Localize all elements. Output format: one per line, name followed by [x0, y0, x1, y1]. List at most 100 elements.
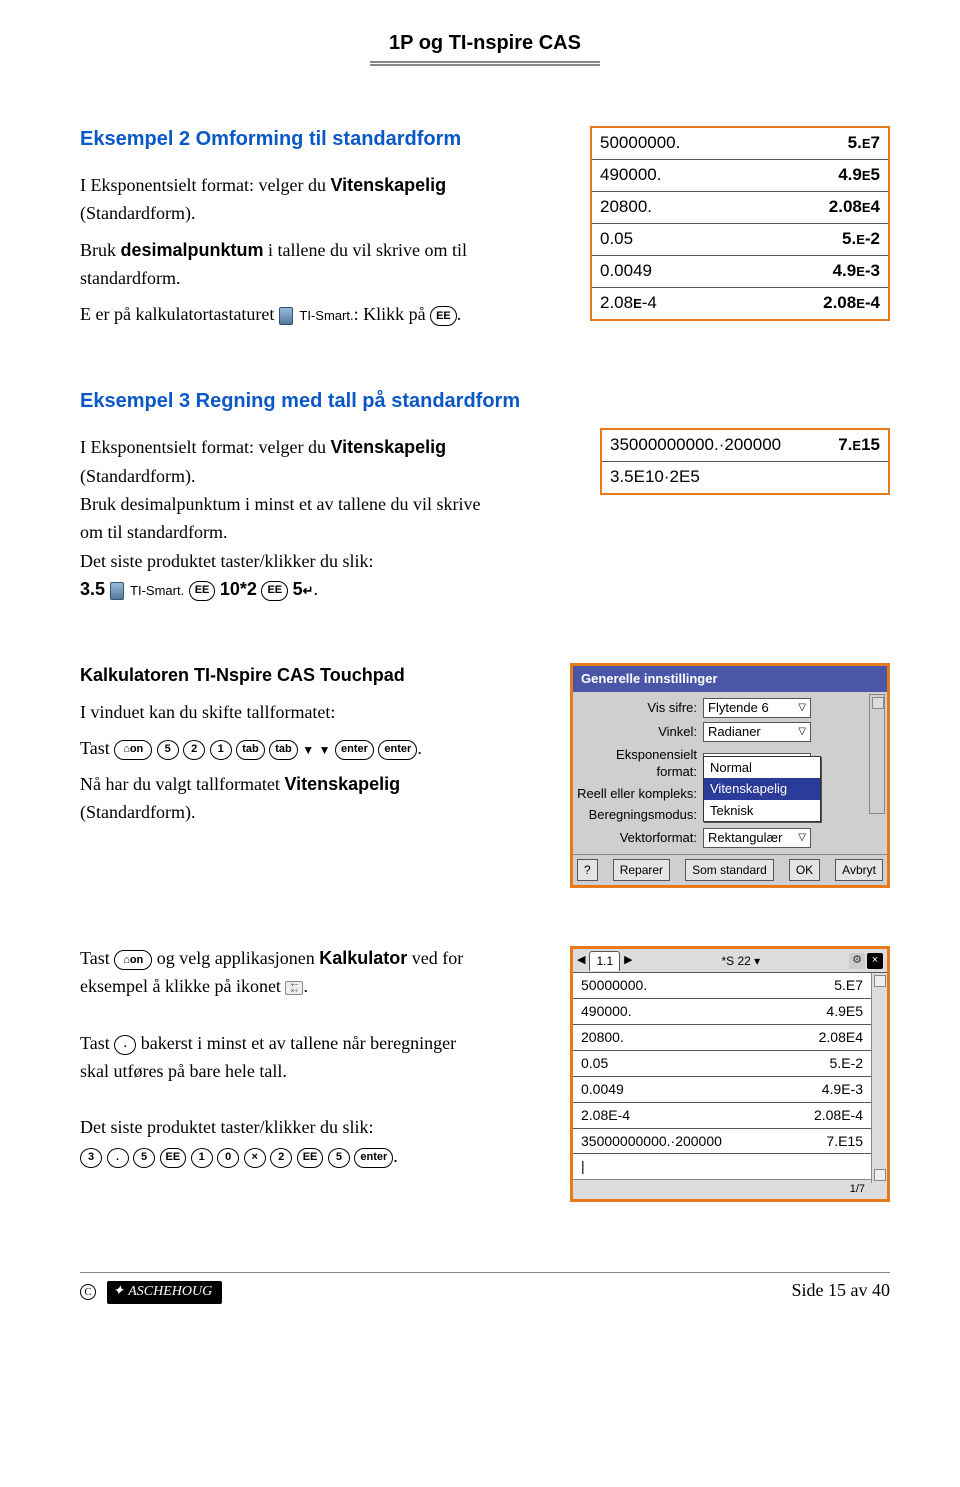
ex3-l4: om til standardform. — [80, 520, 570, 544]
key-1: 1 — [191, 1148, 213, 1168]
enter-key: enter — [335, 740, 374, 760]
page-number: Side 15 av 40 — [792, 1278, 891, 1302]
example-2-title: Eksempel 2 Omforming til standardform — [80, 126, 560, 153]
table-row: 50000000. 5.E7 — [592, 128, 888, 160]
key-mult: × — [244, 1148, 266, 1168]
touchpad-title: Kalkulatoren TI-Nspire CAS Touchpad — [80, 665, 405, 685]
key-0: 0 — [217, 1148, 239, 1168]
ex2-line4: standardform. — [80, 266, 560, 290]
entry-line[interactable]: | — [573, 1154, 871, 1180]
example-3-title: Eksempel 3 Regning med tall på standardf… — [80, 388, 570, 415]
table-row: 0.055.E-2 — [573, 1051, 871, 1077]
ee-key: EE — [297, 1148, 324, 1168]
setting-row-vinkel: Vinkel: Radianer▽ — [577, 722, 883, 742]
key-1: 1 — [210, 740, 232, 760]
table-row: 50000000.5.E7 — [573, 973, 871, 999]
ok-button[interactable]: OK — [789, 859, 820, 881]
table-row: 35000000000.·2000007.E15 — [573, 1129, 871, 1155]
table-row: 0.0049 4.9E-3 — [592, 256, 888, 288]
tismart-icon — [110, 582, 124, 600]
avbryt-button[interactable]: Avbryt — [835, 859, 883, 881]
touchpad-keys: Tast ⌂on 5 2 1 tab tab ▼ ▼ enter enter. — [80, 736, 540, 760]
dot-key: . — [114, 1035, 136, 1055]
vektor-select[interactable]: Rektangulær▽ — [703, 828, 811, 848]
dropdown-option-selected[interactable]: Vitenskapelig — [704, 778, 820, 800]
table-row: 0.05 5.E-2 — [592, 224, 888, 256]
copyright-icon: C — [80, 1284, 96, 1300]
touchpad-l4: (Standardform). — [80, 800, 540, 824]
result-table-1: 50000000. 5.E7 490000. 4.9E5 20800. 2.08… — [590, 126, 890, 321]
eksp-dropdown[interactable]: Normal Vitenskapelig Teknisk — [703, 756, 821, 823]
table-row: 2.08E-42.08E-4 — [573, 1103, 871, 1129]
ex3-l3: Bruk desimalpunktum i minst et av tallen… — [80, 492, 570, 516]
mid1-l5: Det siste produktet taster/klikker du sl… — [80, 1115, 540, 1139]
table-row: 20800. 2.08E4 — [592, 192, 888, 224]
mid1-l3: Tast . bakerst i minst et av tallene når… — [80, 1031, 540, 1055]
key-2: 2 — [183, 740, 205, 760]
reparer-button[interactable]: Reparer — [613, 859, 670, 881]
table-row: 490000. 4.9E5 — [592, 160, 888, 192]
example-2: Eksempel 2 Omforming til standardform I … — [80, 126, 890, 330]
ee-key: EE — [430, 306, 457, 326]
table-row: 20800.2.08E4 — [573, 1025, 871, 1051]
settings-dialog: Generelle innstillinger Vis sifre: Flyte… — [570, 663, 890, 888]
scrollbar[interactable] — [871, 973, 887, 1183]
key-2: 2 — [270, 1148, 292, 1168]
key-dot: . — [107, 1148, 129, 1168]
key-5: 5 — [328, 1148, 350, 1168]
mid1-l2: eksempel å klikke på ikonet . — [80, 974, 540, 998]
example-3: Eksempel 3 Regning med tall på standardf… — [80, 388, 890, 605]
key-5: 5 — [133, 1148, 155, 1168]
mid1-l4: skal utføres på bare hele tall. — [80, 1059, 540, 1083]
help-button[interactable]: ? — [577, 859, 598, 881]
touchpad-l3: Nå har du valgt tallformatet Vitenskapel… — [80, 772, 540, 796]
tab-key: tab — [236, 740, 265, 760]
ee-key: EE — [261, 581, 288, 601]
status-bar: 1/7 — [573, 1180, 887, 1199]
touchpad-section: Kalkulatoren TI-Nspire CAS Touchpad I vi… — [80, 663, 890, 888]
vis-select[interactable]: Flytende 6▽ — [703, 698, 811, 718]
down-arrow-icon: ▼ — [319, 743, 331, 757]
setting-row-vektor: Vektorformat: Rektangulær▽ — [577, 828, 883, 848]
dropdown-option[interactable]: Teknisk — [704, 800, 820, 822]
header-rule — [370, 61, 600, 66]
dropdown-option[interactable]: Normal — [704, 757, 820, 779]
enter-key: enter — [378, 740, 417, 760]
ex2-line3: Bruk desimalpunktum i tallene du vil skr… — [80, 238, 560, 262]
som-standard-button[interactable]: Som standard — [685, 859, 774, 881]
ee-key: EE — [189, 581, 216, 601]
down-arrow-icon: ▼ — [302, 743, 314, 757]
ex2-line1: I Eksponentsielt format: velger du Viten… — [80, 173, 560, 197]
calculator-icon — [285, 981, 303, 995]
settings-title: Generelle innstillinger — [573, 666, 887, 692]
vinkel-select[interactable]: Radianer▽ — [703, 722, 811, 742]
tismart-icon — [279, 307, 293, 325]
mid1-l1: Tast ⌂on og velg applikasjonen Kalkulato… — [80, 946, 540, 970]
window-titlebar: ◀ 1.1 ▶ *S 22 ▾ ⚙ × — [573, 949, 887, 973]
scrollbar[interactable] — [869, 694, 885, 814]
next-tab-icon[interactable]: ▶ — [624, 953, 632, 968]
touchpad-l1: I vinduet kan du skifte tallformatet: — [80, 700, 540, 724]
tab-key: tab — [269, 740, 298, 760]
prev-tab-icon[interactable]: ◀ — [577, 953, 585, 968]
tab-1-1[interactable]: 1.1 — [589, 951, 620, 971]
ex3-l2: (Standardform). — [80, 464, 570, 488]
table-row: 35000000000.·200000 7.E15 — [602, 430, 888, 462]
close-icon[interactable]: × — [867, 953, 883, 969]
ex2-line5: E er på kalkulatortastaturet TI-Smart.: … — [80, 302, 560, 326]
table-row: 0.00494.9E-3 — [573, 1077, 871, 1103]
publisher-logo: ✦ASCHEHOUG — [107, 1281, 223, 1304]
table-row: 3.5E10·2E5 — [602, 462, 888, 493]
mid1-keys: 3 . 5 EE 1 0 × 2 EE 5 enter. — [80, 1144, 540, 1168]
table-row: 490000.4.9E5 — [573, 999, 871, 1025]
result-table-2: 35000000000.·200000 7.E15 3.5E10·2E5 — [600, 428, 890, 495]
doc-title: 1P og TI-nspire CAS — [80, 30, 890, 57]
settings-icon[interactable]: ⚙ — [849, 953, 865, 969]
doc-title-label: *S 22 ▾ — [637, 953, 845, 969]
page-footer: C ✦ASCHEHOUG Side 15 av 40 — [80, 1272, 890, 1304]
ex3-l5: Det siste produktet taster/klikker du sl… — [80, 549, 570, 573]
ex2-line2: (Standardform). — [80, 201, 560, 225]
home-key: ⌂on — [114, 740, 152, 760]
key-5: 5 — [157, 740, 179, 760]
ee-key: EE — [160, 1148, 187, 1168]
